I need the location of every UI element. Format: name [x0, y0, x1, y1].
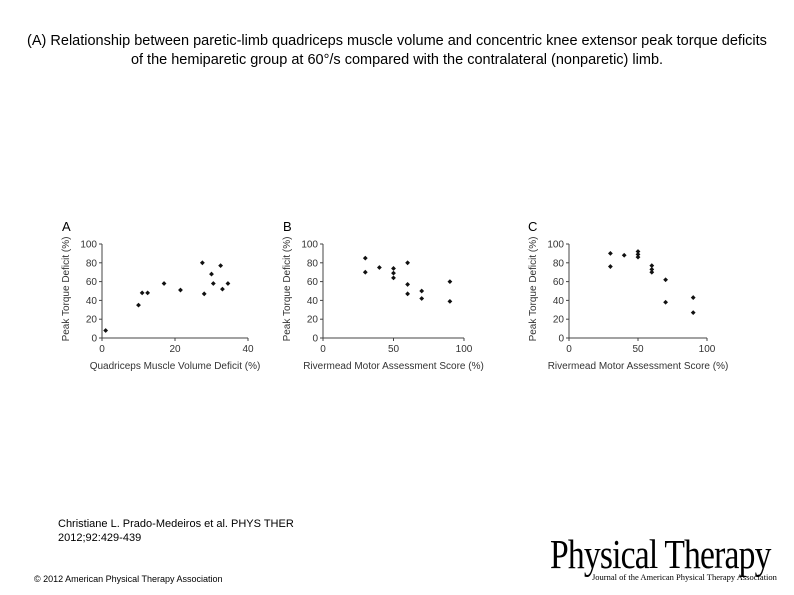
y-tick-label-c: 20	[553, 315, 565, 326]
y-tick-label-c: 60	[553, 277, 565, 288]
x-axis-label-b: Rivermead Motor Assessment Score (%)	[303, 361, 484, 372]
data-point-a	[199, 260, 205, 266]
y-tick-label-a: 60	[86, 277, 98, 288]
data-point-b	[362, 269, 368, 275]
journal-logo: Physical Therapy Journal of the American…	[550, 532, 782, 590]
panel-letter-c: C	[528, 219, 537, 234]
x-tick-label-a: 0	[99, 344, 105, 355]
x-axis-label-a: Quadriceps Muscle Volume Deficit (%)	[90, 361, 261, 372]
y-tick-label-c: 100	[547, 240, 564, 251]
data-point-b	[362, 255, 368, 261]
y-axis-label-b: Peak Torque Deficit (%)	[282, 237, 293, 342]
y-tick-label-a: 40	[86, 296, 98, 307]
x-tick-label-a: 20	[169, 344, 181, 355]
citation-line2: 2012;92:429-439	[58, 532, 142, 544]
data-point-c	[649, 266, 655, 272]
y-tick-label-b: 60	[307, 277, 319, 288]
y-tick-label-a: 80	[86, 258, 98, 269]
data-point-c	[663, 277, 668, 283]
x-tick-label-c: 50	[632, 344, 644, 355]
y-tick-label-b: 80	[307, 258, 319, 269]
citation-line1: Christiane L. Prado-Medeiros et al. PHYS…	[58, 518, 294, 530]
data-point-c	[649, 263, 655, 269]
y-tick-label-a: 20	[86, 315, 98, 326]
data-point-c	[663, 299, 668, 305]
data-point-b	[377, 265, 382, 270]
data-point-c	[621, 252, 627, 258]
data-point-a	[178, 287, 183, 293]
panel-letter-b: B	[283, 219, 292, 234]
data-point-c	[649, 269, 655, 275]
data-point-b	[419, 288, 425, 294]
data-point-b	[405, 260, 410, 266]
data-point-a	[139, 290, 145, 296]
data-point-b	[419, 296, 425, 301]
citation: Christiane L. Prado-Medeiros et al. PHYS…	[58, 517, 294, 545]
y-tick-label-c: 80	[553, 258, 565, 269]
x-tick-label-b: 50	[388, 344, 400, 355]
data-point-a	[209, 271, 214, 277]
y-tick-label-c: 40	[553, 296, 565, 307]
data-point-c	[608, 264, 613, 269]
data-point-b	[405, 282, 410, 287]
data-point-b	[405, 291, 410, 297]
y-tick-label-c: 0	[558, 334, 564, 345]
figure-title: (A) Relationship between paretic-limb qu…	[27, 33, 767, 68]
y-axis-label-c: Peak Torque Deficit (%)	[528, 237, 539, 342]
data-point-b	[447, 298, 453, 304]
data-point-a	[145, 290, 151, 296]
copyright-notice: © 2012 American Physical Therapy Associa…	[34, 574, 223, 584]
y-tick-label-a: 100	[80, 240, 97, 251]
data-point-a	[201, 291, 207, 297]
x-axis-label-c: Rivermead Motor Assessment Score (%)	[548, 361, 729, 372]
data-point-c	[690, 310, 696, 316]
y-axis-label-a: Peak Torque Deficit (%)	[61, 237, 72, 342]
y-tick-label-b: 0	[312, 334, 318, 345]
data-point-c	[690, 295, 696, 300]
y-tick-label-b: 100	[301, 240, 318, 251]
data-point-a	[136, 302, 141, 308]
x-tick-label-c: 0	[566, 344, 572, 355]
x-tick-label-a: 40	[242, 344, 254, 355]
logo-sub-text: Journal of the American Physical Therapy…	[592, 572, 777, 582]
x-tick-label-c: 100	[699, 344, 716, 355]
x-tick-label-b: 100	[456, 344, 473, 355]
data-point-a	[103, 328, 109, 333]
y-tick-label-b: 40	[307, 296, 319, 307]
data-point-a	[218, 263, 224, 269]
data-point-c	[608, 251, 613, 256]
y-tick-label-b: 20	[307, 315, 319, 326]
logo-main-text: Physical Therapy	[550, 531, 771, 577]
data-point-c	[635, 254, 641, 260]
y-tick-label-a: 0	[91, 334, 97, 345]
x-tick-label-b: 0	[320, 344, 326, 355]
data-point-a	[210, 281, 216, 286]
data-point-a	[220, 286, 225, 292]
data-point-b	[391, 266, 396, 271]
data-point-c	[635, 249, 641, 254]
data-point-b	[391, 275, 396, 281]
data-point-c	[635, 251, 641, 257]
data-point-b	[447, 279, 453, 284]
data-point-a	[225, 281, 231, 286]
data-point-a	[161, 281, 167, 286]
data-point-b	[391, 270, 396, 276]
panel-letter-a: A	[62, 219, 71, 234]
